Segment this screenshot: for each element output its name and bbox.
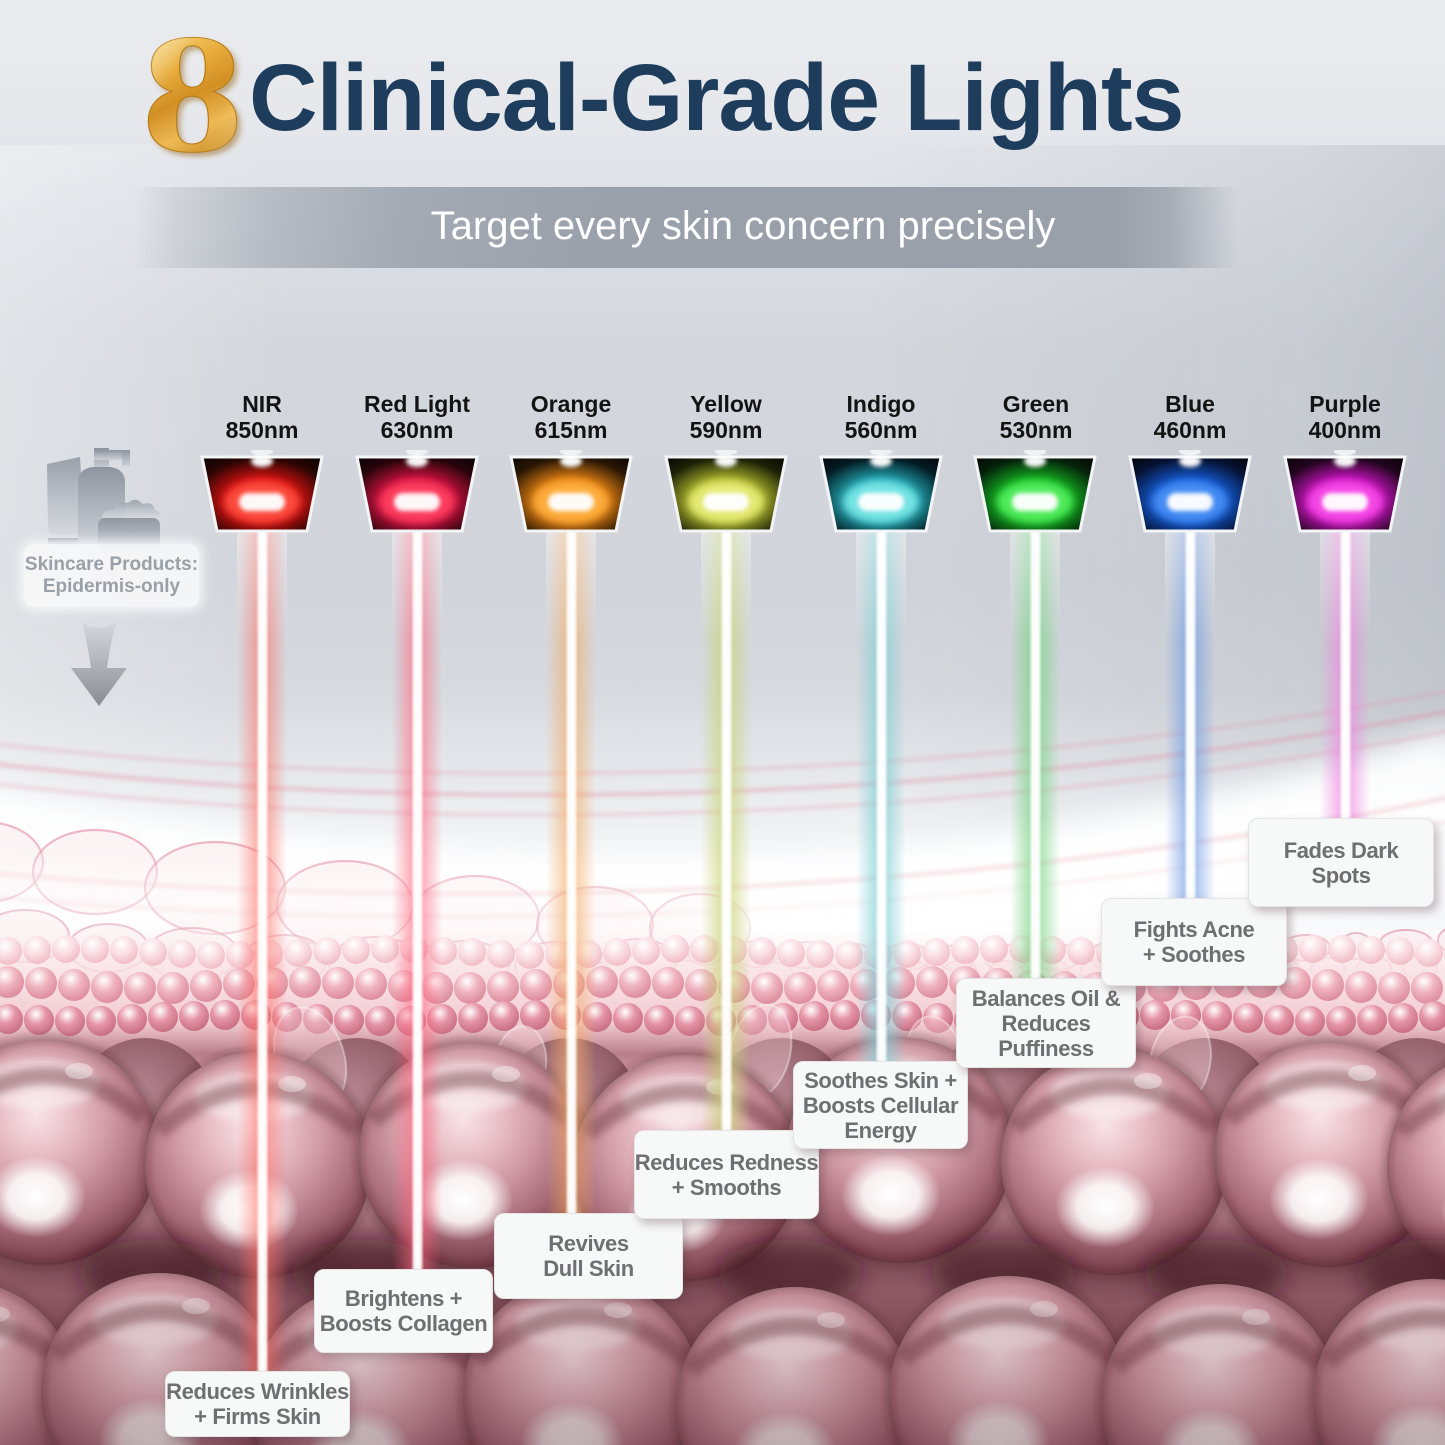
svg-text:8: 8 bbox=[142, 22, 244, 167]
svg-text:8: 8 bbox=[146, 22, 248, 167]
svg-text:8: 8 bbox=[142, 22, 244, 167]
